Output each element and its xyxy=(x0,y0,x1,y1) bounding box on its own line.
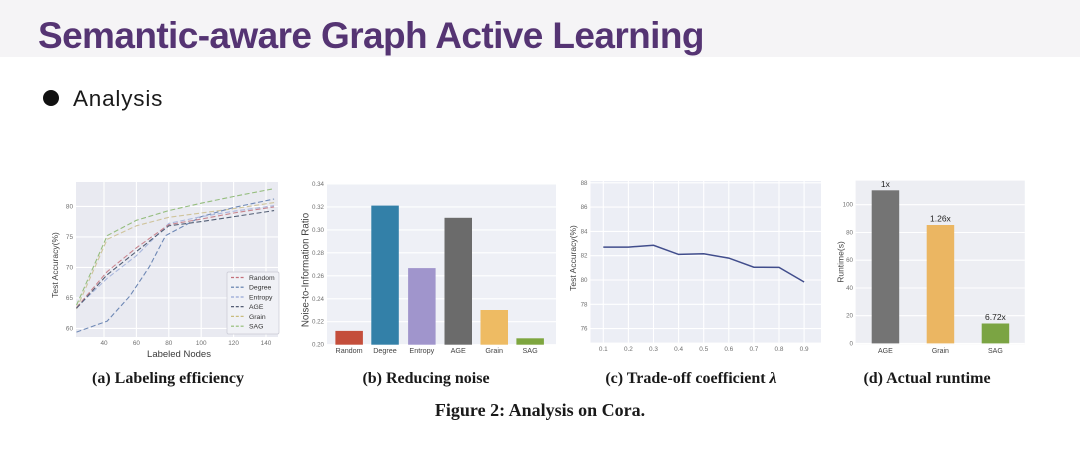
svg-text:0.34: 0.34 xyxy=(312,181,325,188)
svg-text:75: 75 xyxy=(66,234,74,241)
svg-text:0.6: 0.6 xyxy=(724,346,733,353)
svg-text:Labeled Nodes: Labeled Nodes xyxy=(147,349,211,360)
svg-text:Grain: Grain xyxy=(485,346,503,355)
svg-text:78: 78 xyxy=(581,301,588,308)
svg-text:65: 65 xyxy=(66,295,74,302)
svg-text:AGE: AGE xyxy=(249,304,264,311)
svg-text:0.26: 0.26 xyxy=(312,273,325,280)
svg-text:0.3: 0.3 xyxy=(649,346,658,353)
svg-text:Noise-to-Information Ratio: Noise-to-Information Ratio xyxy=(301,212,312,327)
svg-text:Random: Random xyxy=(249,275,275,282)
svg-text:Runtime(s): Runtime(s) xyxy=(836,241,846,283)
svg-text:60: 60 xyxy=(66,326,74,333)
svg-text:Entropy: Entropy xyxy=(409,346,434,355)
svg-text:Degree: Degree xyxy=(373,346,397,355)
svg-text:60: 60 xyxy=(133,340,141,347)
svg-text:1.26x: 1.26x xyxy=(930,214,952,224)
svg-text:0.7: 0.7 xyxy=(749,346,758,353)
svg-text:0.9: 0.9 xyxy=(800,346,809,353)
svg-text:1x: 1x xyxy=(881,179,891,189)
svg-text:Test Accuracy(%): Test Accuracy(%) xyxy=(50,232,60,298)
svg-text:0.22: 0.22 xyxy=(312,319,325,326)
svg-text:Grain: Grain xyxy=(249,314,266,321)
svg-text:0.28: 0.28 xyxy=(312,250,325,257)
svg-text:20: 20 xyxy=(846,313,853,320)
svg-text:0.1: 0.1 xyxy=(599,346,608,353)
svg-text:0.32: 0.32 xyxy=(312,204,325,211)
svg-text:88: 88 xyxy=(581,180,588,187)
svg-text:0.20: 0.20 xyxy=(312,342,325,349)
svg-text:120: 120 xyxy=(228,340,239,347)
svg-text:80: 80 xyxy=(66,204,74,211)
svg-text:80: 80 xyxy=(846,230,853,237)
svg-text:100: 100 xyxy=(843,202,854,209)
svg-text:SAG: SAG xyxy=(249,324,263,331)
svg-text:Degree: Degree xyxy=(249,285,272,292)
svg-text:86: 86 xyxy=(581,204,588,211)
svg-text:40: 40 xyxy=(846,285,853,292)
svg-text:Random: Random xyxy=(336,346,363,355)
svg-text:0.4: 0.4 xyxy=(674,346,683,353)
svg-text:80: 80 xyxy=(581,277,588,284)
svg-text:0.2: 0.2 xyxy=(624,346,633,353)
svg-text:84: 84 xyxy=(581,228,588,235)
svg-text:Grain: Grain xyxy=(932,348,949,355)
svg-text:80: 80 xyxy=(165,340,173,347)
svg-text:140: 140 xyxy=(261,340,272,347)
svg-text:AGE: AGE xyxy=(451,346,466,355)
svg-text:0.24: 0.24 xyxy=(312,296,325,303)
svg-text:76: 76 xyxy=(581,326,588,333)
svg-text:Entropy: Entropy xyxy=(249,295,273,302)
svg-text:SAG: SAG xyxy=(523,346,539,355)
svg-text:6.72x: 6.72x xyxy=(985,312,1007,322)
svg-text:100: 100 xyxy=(196,340,207,347)
svg-text:SAG: SAG xyxy=(988,348,1003,355)
svg-text:60: 60 xyxy=(846,257,853,264)
svg-text:Test Accuracy(%): Test Accuracy(%) xyxy=(570,225,578,291)
svg-text:0.8: 0.8 xyxy=(775,346,784,353)
svg-text:AGE: AGE xyxy=(878,348,893,355)
svg-text:0.5: 0.5 xyxy=(699,346,708,353)
svg-text:0.30: 0.30 xyxy=(312,227,325,234)
svg-text:0: 0 xyxy=(850,340,854,347)
svg-text:40: 40 xyxy=(100,340,108,347)
svg-text:70: 70 xyxy=(66,265,74,272)
svg-text:82: 82 xyxy=(581,253,588,260)
